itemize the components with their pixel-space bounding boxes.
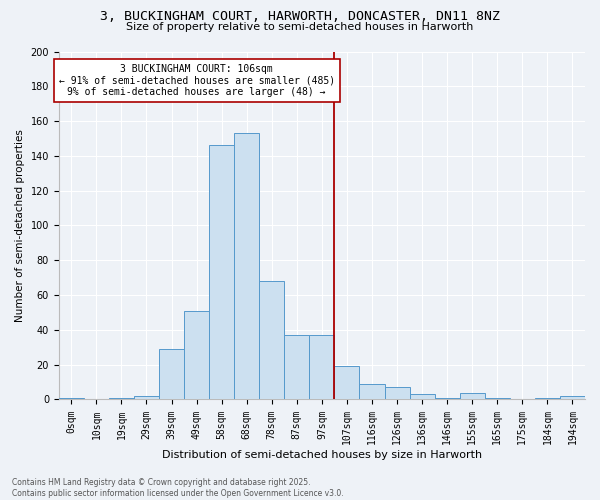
Text: 3, BUCKINGHAM COURT, HARWORTH, DONCASTER, DN11 8NZ: 3, BUCKINGHAM COURT, HARWORTH, DONCASTER… — [100, 10, 500, 23]
X-axis label: Distribution of semi-detached houses by size in Harworth: Distribution of semi-detached houses by … — [162, 450, 482, 460]
Bar — [359, 384, 385, 400]
Y-axis label: Number of semi-detached properties: Number of semi-detached properties — [15, 129, 25, 322]
Bar — [234, 134, 259, 400]
Bar — [184, 310, 209, 400]
Text: 3 BUCKINGHAM COURT: 106sqm
← 91% of semi-detached houses are smaller (485)
9% of: 3 BUCKINGHAM COURT: 106sqm ← 91% of semi… — [59, 64, 335, 97]
Bar — [134, 396, 159, 400]
Bar — [159, 349, 184, 400]
Text: Size of property relative to semi-detached houses in Harworth: Size of property relative to semi-detach… — [127, 22, 473, 32]
Bar — [485, 398, 510, 400]
Bar — [560, 396, 585, 400]
Bar — [334, 366, 359, 400]
Bar — [109, 398, 134, 400]
Bar — [434, 398, 460, 400]
Bar — [59, 398, 84, 400]
Bar — [284, 335, 310, 400]
Bar — [410, 394, 434, 400]
Bar — [535, 398, 560, 400]
Text: Contains HM Land Registry data © Crown copyright and database right 2025.
Contai: Contains HM Land Registry data © Crown c… — [12, 478, 344, 498]
Bar — [259, 281, 284, 400]
Bar — [310, 335, 334, 400]
Bar — [209, 146, 234, 400]
Bar — [460, 392, 485, 400]
Bar — [385, 388, 410, 400]
